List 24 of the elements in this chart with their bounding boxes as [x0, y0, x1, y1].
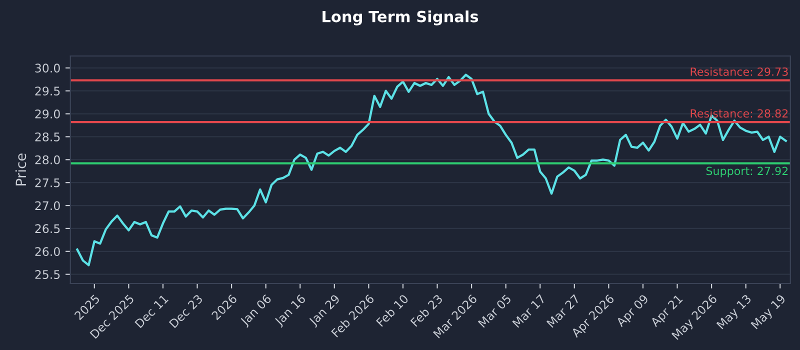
y-tick-label: 29.0	[35, 110, 60, 118]
x-tick-label: Jan 16	[274, 294, 308, 328]
x-tick-label: Apr 09	[615, 294, 650, 329]
y-tick-label: 27.5	[35, 178, 60, 188]
x-tick-label: Jan 06	[239, 294, 274, 328]
y-tick-label: 29.5	[35, 86, 60, 96]
x-tick-label: Feb 23	[410, 294, 444, 327]
y-tick-label: 28.5	[35, 132, 60, 142]
chart-title: Long Term Signals	[322, 10, 478, 26]
y-tick-label: 26.5	[35, 224, 60, 234]
y-axis-title: Price	[15, 154, 26, 186]
x-tick-label: Feb 10	[376, 294, 409, 327]
y-tick-label: 28.0	[35, 155, 60, 164]
y-tick-label: 26.0	[35, 247, 60, 256]
y-tick-label: 27.0	[35, 201, 60, 210]
x-tick-label: Dec 23	[168, 294, 204, 328]
x-tick-label: Dec 11	[134, 294, 169, 328]
x-tick-label: Mar 05	[478, 294, 512, 328]
ref-line-label: Support: 27.92	[706, 166, 788, 178]
y-tick-label: 30.0	[35, 64, 60, 73]
y-tick-label: 25.5	[35, 270, 60, 279]
ref-line-label: Resistance: 29.73	[690, 67, 788, 76]
ref-line-label: Resistance: 28.82	[690, 109, 788, 118]
x-tick-label: Mar 17	[512, 294, 546, 328]
